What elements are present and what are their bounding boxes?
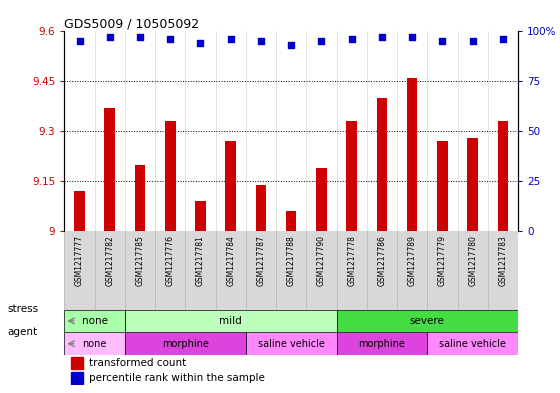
Bar: [195, 201, 206, 231]
Text: GSM1217787: GSM1217787: [256, 235, 265, 286]
Text: morphine: morphine: [358, 339, 405, 349]
Bar: [74, 191, 85, 231]
Bar: [71, 357, 82, 369]
Point: [256, 38, 265, 44]
Bar: [125, 310, 337, 332]
Text: GSM1217786: GSM1217786: [377, 235, 386, 286]
Point: [317, 38, 326, 44]
Text: GSM1217777: GSM1217777: [75, 235, 84, 286]
Text: GSM1217785: GSM1217785: [136, 235, 144, 286]
Text: severe: severe: [410, 316, 445, 326]
Text: GDS5009 / 10505092: GDS5009 / 10505092: [64, 17, 199, 30]
Bar: [64, 332, 125, 355]
Bar: [71, 372, 82, 384]
Bar: [377, 98, 387, 231]
Point: [226, 36, 235, 42]
Text: morphine: morphine: [162, 339, 209, 349]
Text: GSM1217783: GSM1217783: [498, 235, 507, 286]
Text: transformed count: transformed count: [90, 358, 186, 368]
Bar: [498, 121, 508, 231]
Text: GSM1217780: GSM1217780: [468, 235, 477, 286]
Point: [75, 38, 84, 44]
Text: GSM1217788: GSM1217788: [287, 235, 296, 286]
Text: GSM1217782: GSM1217782: [105, 235, 114, 286]
Bar: [64, 310, 125, 332]
Bar: [468, 138, 478, 231]
Point: [196, 40, 205, 46]
Bar: [407, 78, 417, 231]
Bar: [105, 108, 115, 231]
Text: percentile rank within the sample: percentile rank within the sample: [90, 373, 265, 383]
Point: [287, 42, 296, 49]
Point: [498, 36, 507, 42]
Point: [166, 36, 175, 42]
Point: [468, 38, 477, 44]
Text: GSM1217779: GSM1217779: [438, 235, 447, 286]
Point: [105, 34, 114, 40]
Bar: [226, 141, 236, 231]
Text: agent: agent: [7, 327, 38, 337]
Bar: [165, 121, 175, 231]
Text: GSM1217778: GSM1217778: [347, 235, 356, 286]
Bar: [347, 121, 357, 231]
Point: [438, 38, 447, 44]
Bar: [246, 332, 337, 355]
Point: [136, 34, 144, 40]
Bar: [135, 165, 145, 231]
Bar: [337, 332, 427, 355]
Bar: [437, 141, 447, 231]
Text: stress: stress: [7, 303, 39, 314]
Bar: [286, 211, 296, 231]
Text: GSM1217789: GSM1217789: [408, 235, 417, 286]
Text: none: none: [82, 316, 108, 326]
Point: [377, 34, 386, 40]
Text: GSM1217776: GSM1217776: [166, 235, 175, 286]
Point: [408, 34, 417, 40]
Text: mild: mild: [220, 316, 242, 326]
Bar: [337, 310, 518, 332]
Bar: [427, 332, 518, 355]
Text: GSM1217781: GSM1217781: [196, 235, 205, 286]
Text: GSM1217784: GSM1217784: [226, 235, 235, 286]
Bar: [316, 168, 326, 231]
Point: [347, 36, 356, 42]
Text: none: none: [82, 339, 107, 349]
Text: GSM1217790: GSM1217790: [317, 235, 326, 286]
Text: saline vehicle: saline vehicle: [258, 339, 325, 349]
Bar: [125, 332, 246, 355]
Bar: [256, 185, 266, 231]
Text: saline vehicle: saline vehicle: [439, 339, 506, 349]
